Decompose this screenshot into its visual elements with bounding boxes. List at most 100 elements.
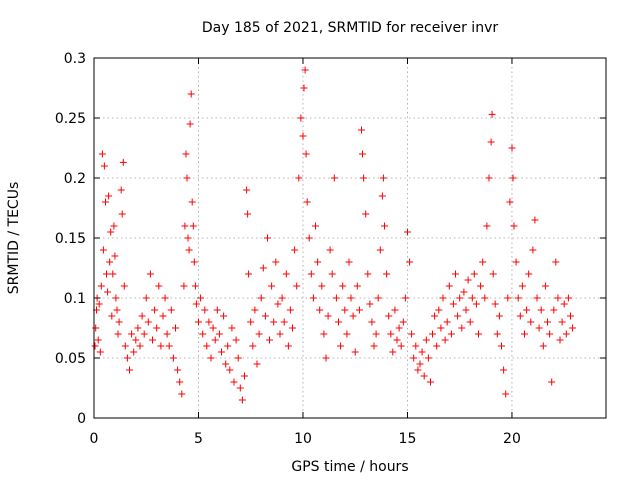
data-point [109, 270, 117, 278]
data-point [414, 366, 422, 374]
data-point [562, 330, 570, 338]
data-point [236, 384, 244, 392]
data-point [383, 270, 391, 278]
data-point [220, 312, 228, 320]
data-point [144, 318, 152, 326]
y-tick-label: 0 [77, 411, 86, 427]
data-point [372, 330, 380, 338]
data-point [253, 360, 261, 368]
data-point [539, 342, 547, 350]
data-point [456, 294, 464, 302]
data-point [370, 342, 378, 350]
data-point [364, 270, 372, 278]
data-point [96, 348, 104, 356]
data-point [234, 354, 242, 362]
data-point [569, 324, 577, 332]
data-point [307, 270, 315, 278]
data-point [560, 300, 568, 308]
data-point [126, 366, 133, 374]
data-point [190, 258, 198, 266]
data-point [429, 330, 436, 338]
data-point [376, 246, 384, 254]
data-point [128, 330, 136, 338]
data-point [328, 270, 336, 278]
data-point [541, 282, 549, 290]
data-point [123, 354, 131, 362]
data-point [209, 324, 217, 332]
data-point [274, 300, 282, 308]
data-point [495, 312, 503, 320]
data-point [108, 312, 116, 320]
data-point [567, 312, 574, 320]
data-point [466, 318, 474, 326]
y-tick-label: 0.05 [55, 351, 86, 367]
x-tick-label: 20 [503, 431, 521, 447]
data-point [266, 336, 273, 344]
data-point [422, 336, 430, 344]
data-point [408, 330, 416, 338]
data-point [412, 342, 420, 350]
data-point [251, 306, 259, 314]
data-point [366, 300, 374, 308]
data-point [410, 354, 418, 362]
data-point [395, 324, 403, 332]
data-point [191, 282, 199, 290]
data-point [500, 366, 508, 374]
data-point [174, 366, 182, 374]
data-point [142, 294, 150, 302]
data-point [431, 312, 439, 320]
data-point [554, 294, 562, 302]
data-point [207, 354, 215, 362]
data-point [391, 306, 399, 314]
data-point [183, 174, 191, 182]
data-point [349, 312, 357, 320]
data-point [302, 150, 310, 158]
data-point [447, 330, 455, 338]
data-point [564, 294, 572, 302]
data-point [201, 306, 209, 314]
data-point [104, 288, 112, 296]
data-point [100, 162, 108, 170]
data-point [120, 282, 128, 290]
data-point [197, 294, 205, 302]
data-point [286, 306, 294, 314]
data-point [416, 360, 424, 368]
data-point [525, 270, 533, 278]
data-point [151, 306, 159, 314]
data-point [241, 372, 248, 380]
data-point [445, 282, 453, 290]
data-point [280, 318, 288, 326]
data-point [165, 342, 173, 350]
data-point [535, 324, 543, 332]
data-point [552, 258, 560, 266]
data-point [389, 348, 397, 356]
data-point [244, 210, 252, 218]
data-point [558, 318, 566, 326]
data-point [222, 360, 230, 368]
data-point [489, 270, 497, 278]
data-point [393, 336, 401, 344]
data-point [176, 378, 184, 386]
x-tick-label: 15 [399, 431, 417, 447]
data-point [184, 234, 192, 242]
data-point [381, 222, 388, 230]
data-point [424, 354, 432, 362]
data-point [243, 186, 251, 194]
data-point [433, 342, 441, 350]
data-point [514, 294, 522, 302]
data-point [420, 372, 428, 380]
data-point [132, 336, 140, 344]
data-point [300, 84, 308, 92]
data-point [556, 336, 564, 344]
data-point [529, 246, 537, 254]
data-point [114, 330, 122, 338]
data-point [105, 192, 113, 200]
data-point [347, 294, 355, 302]
data-point [498, 342, 505, 350]
data-point [362, 210, 370, 218]
data-point [91, 342, 99, 350]
grid [94, 58, 606, 418]
data-point [188, 198, 196, 206]
data-point [149, 336, 156, 344]
data-point [303, 198, 311, 206]
